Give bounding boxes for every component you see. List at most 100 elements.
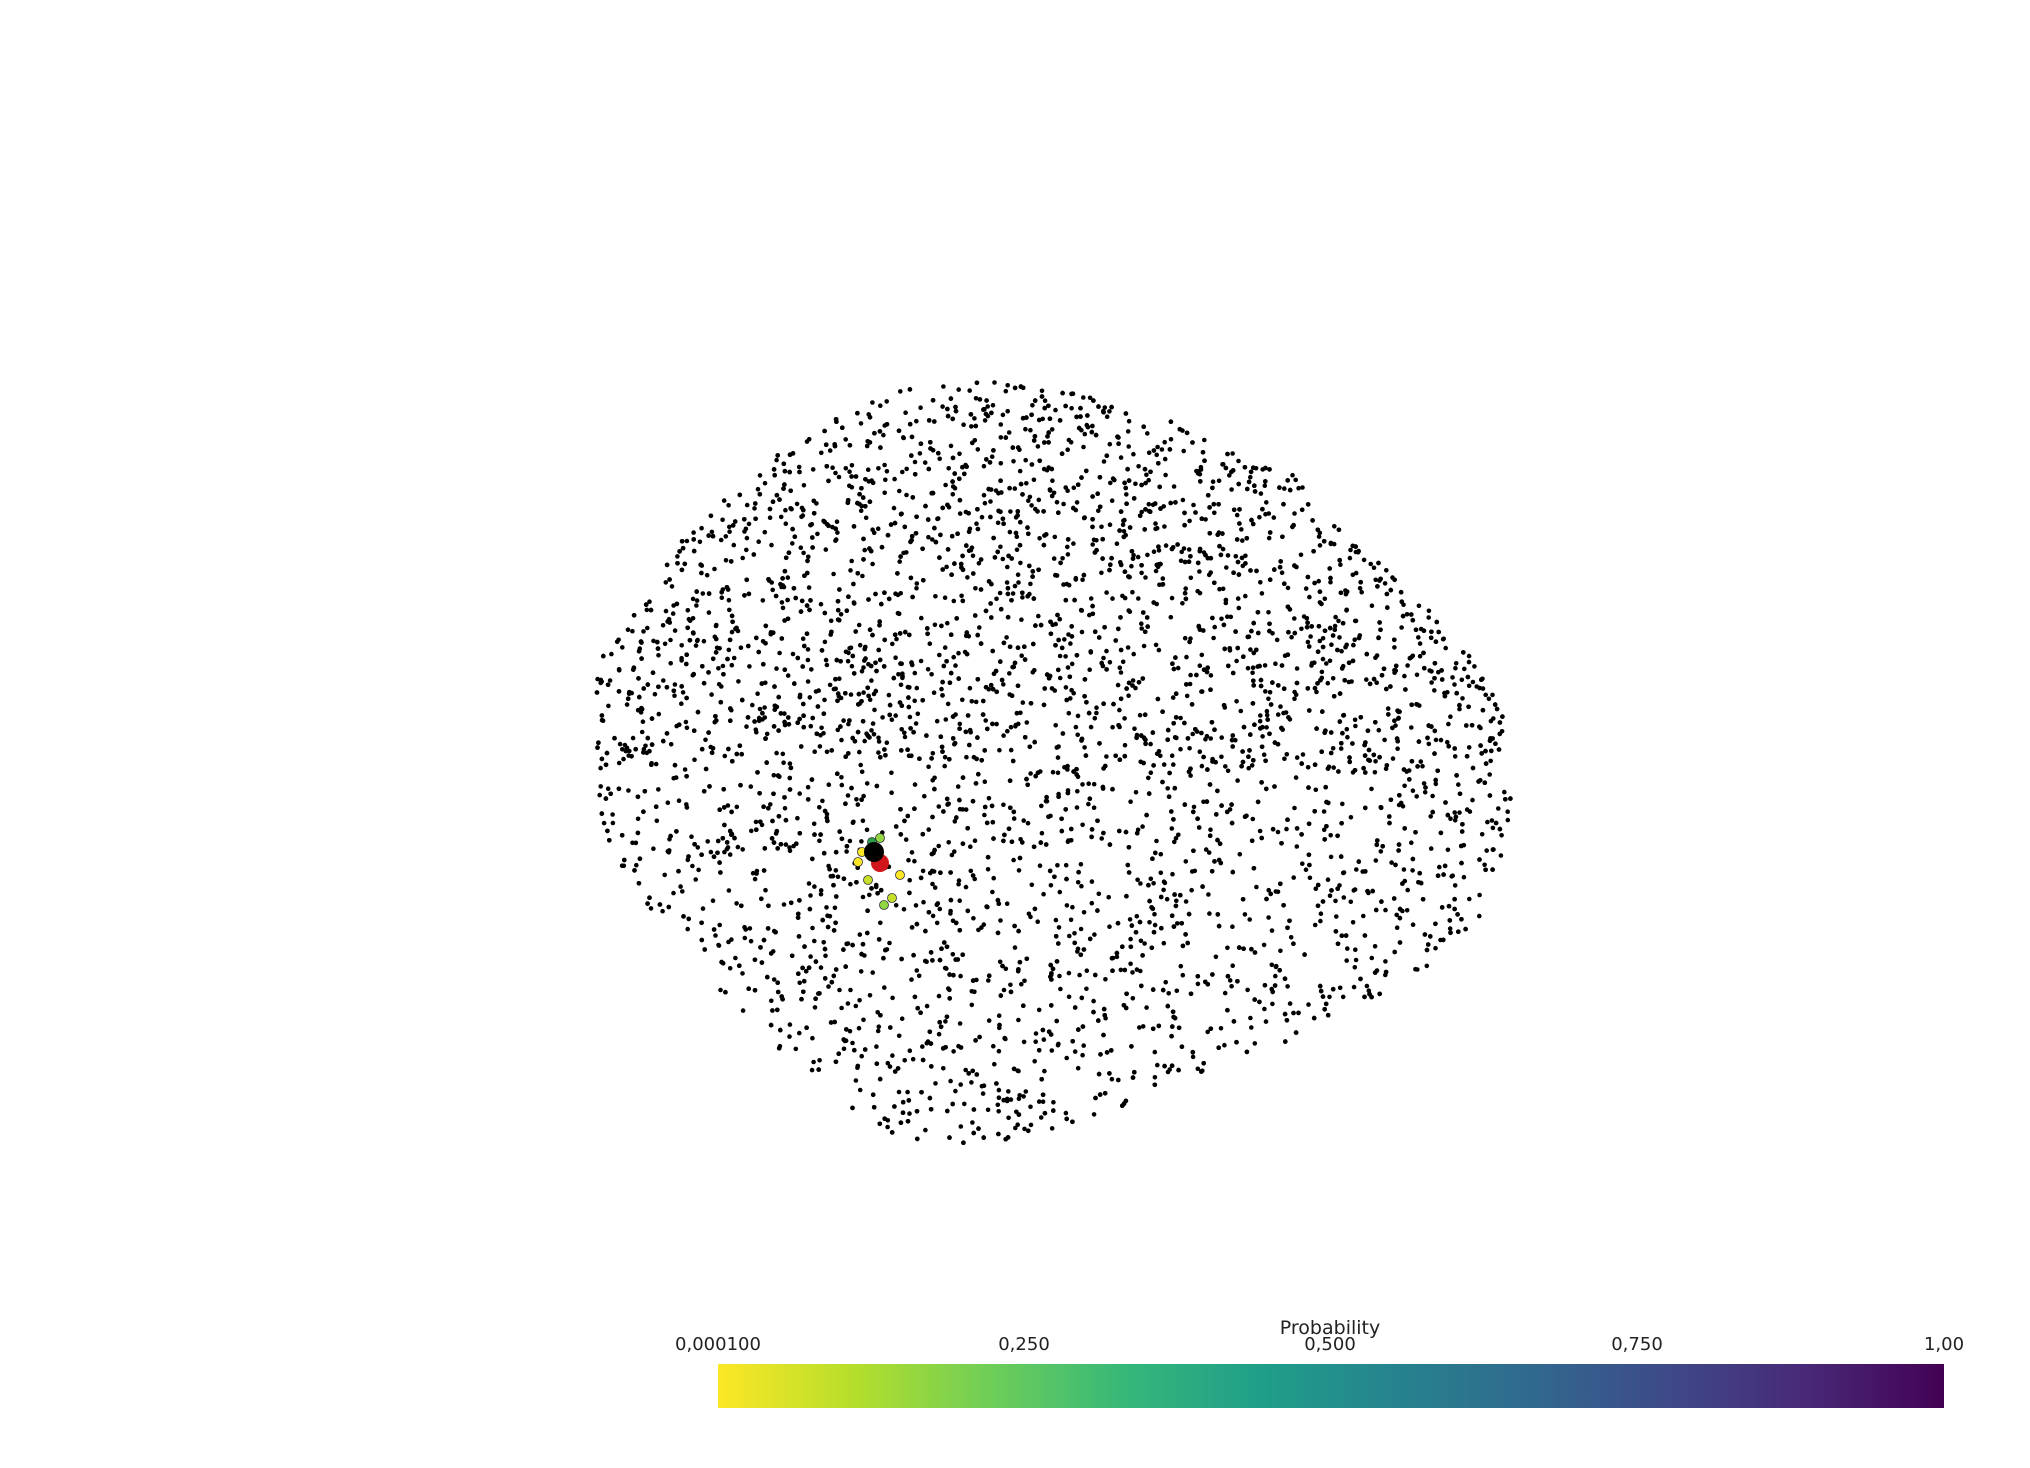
cloud-point	[1120, 944, 1125, 949]
cloud-point	[920, 546, 925, 552]
cloud-point	[759, 896, 764, 902]
cloud-point	[647, 895, 652, 900]
cloud-point	[1124, 893, 1129, 899]
cloud-point	[899, 1016, 905, 1021]
cloud-point	[1018, 481, 1024, 487]
cloud-point	[746, 986, 751, 991]
cloud-point	[789, 953, 795, 959]
cloud-point	[843, 466, 849, 471]
cloud-point	[1477, 892, 1482, 898]
cloud-point	[852, 739, 858, 744]
cloud-point	[1397, 906, 1403, 912]
cloud-point	[1014, 710, 1020, 716]
cloud-point	[616, 760, 622, 766]
cloud-point	[812, 938, 817, 944]
cloud-point	[1153, 568, 1159, 574]
cloud-point	[940, 1046, 946, 1051]
cloud-point	[875, 1010, 880, 1015]
cloud-point	[887, 1064, 893, 1069]
cloud-point	[645, 625, 650, 631]
cloud-point	[1101, 830, 1106, 836]
cloud-point	[1410, 868, 1415, 873]
cloud-point	[748, 938, 754, 944]
cloud-point	[1208, 555, 1214, 561]
cloud-point	[1161, 887, 1166, 893]
cloud-point	[972, 838, 978, 843]
cloud-point	[1453, 814, 1459, 820]
cloud-point	[941, 384, 946, 389]
cloud-point	[957, 797, 962, 803]
cloud-point	[1445, 812, 1451, 818]
cloud-point	[981, 922, 987, 927]
cloud-point	[815, 531, 820, 537]
cloud-point	[825, 924, 831, 930]
cloud-point	[1285, 984, 1290, 989]
cloud-point	[1036, 1099, 1042, 1104]
cloud-point	[1300, 861, 1305, 866]
cloud-point	[863, 656, 868, 661]
cloud-point	[822, 808, 828, 814]
cloud-point	[1129, 563, 1134, 569]
cloud-point	[1080, 822, 1085, 828]
cloud-point	[1373, 907, 1379, 913]
cloud-point	[1296, 485, 1301, 491]
cloud-point	[1059, 816, 1064, 822]
cloud-point	[1353, 723, 1358, 729]
cloud-point	[1202, 458, 1207, 464]
cloud-point	[948, 443, 954, 449]
cloud-point	[1414, 672, 1420, 678]
cloud-point	[1337, 635, 1342, 640]
cloud-point	[1399, 625, 1404, 630]
cloud-point	[1131, 496, 1137, 501]
cloud-point	[1125, 862, 1131, 868]
cloud-point	[1216, 478, 1222, 484]
cloud-point	[1479, 832, 1485, 837]
cloud-point	[1235, 559, 1241, 565]
cloud-point	[1347, 555, 1353, 561]
cloud-point	[1251, 465, 1256, 471]
cloud-point	[991, 875, 996, 881]
cloud-point	[1350, 741, 1355, 746]
cloud-point	[1227, 646, 1232, 651]
cloud-point	[954, 815, 959, 820]
cloud-point	[1439, 668, 1444, 673]
cloud-point	[1015, 683, 1021, 689]
cloud-point	[828, 1020, 834, 1025]
cloud-point	[1225, 1007, 1230, 1013]
cloud-point	[1068, 696, 1073, 701]
cloud-point	[763, 887, 768, 893]
cloud-point	[930, 814, 935, 820]
cloud-point	[724, 846, 730, 852]
cloud-point	[1006, 1089, 1011, 1094]
cloud-point	[1050, 769, 1056, 775]
cloud-point	[1426, 741, 1432, 747]
cloud-point	[907, 890, 912, 896]
cloud-point	[674, 601, 680, 607]
cloud-point	[921, 578, 926, 583]
cloud-point	[771, 467, 777, 472]
cloud-point	[1401, 867, 1407, 872]
cloud-point	[853, 1078, 859, 1083]
cloud-point	[1352, 637, 1357, 642]
cloud-point	[1252, 483, 1257, 489]
cloud-point	[635, 816, 641, 822]
cloud-point	[860, 941, 866, 947]
cloud-point	[782, 667, 788, 672]
cloud-point	[804, 631, 810, 636]
cloud-point	[776, 814, 782, 819]
cloud-point	[1046, 814, 1051, 820]
cloud-point	[796, 911, 801, 917]
cloud-point	[1345, 946, 1350, 951]
cloud-point	[1324, 824, 1329, 829]
cloud-point	[1142, 527, 1147, 532]
cloud-point	[747, 664, 752, 669]
cloud-point	[1177, 426, 1183, 432]
cloud-point	[1339, 821, 1344, 826]
cloud-point	[889, 770, 894, 776]
cloud-point	[788, 900, 794, 906]
cloud-point	[819, 725, 824, 731]
cloud-point	[1138, 938, 1144, 944]
cloud-point	[1493, 820, 1499, 826]
cloud-point	[1169, 546, 1175, 552]
